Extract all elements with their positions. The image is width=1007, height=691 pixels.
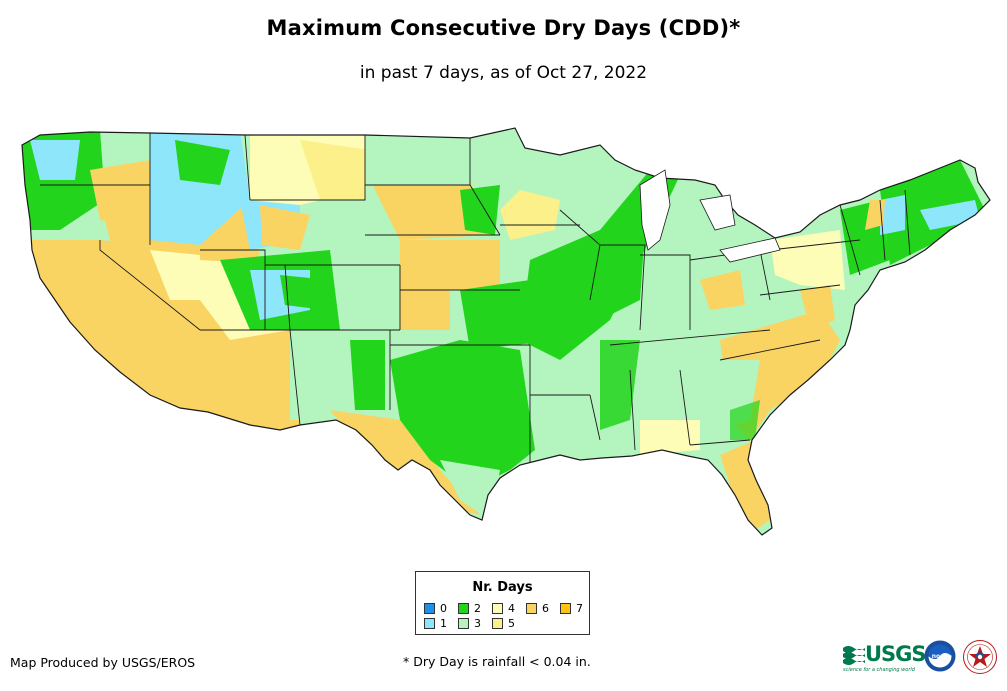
- dry-day-footnote: * Dry Day is rainfall < 0.04 in.: [403, 654, 591, 669]
- legend-swatch: [526, 603, 537, 614]
- usgs-logo-text: USGS: [865, 642, 927, 666]
- legend-swatch: [424, 618, 435, 629]
- legend-label: 1: [440, 617, 447, 630]
- map-credit: Map Produced by USGS/EROS: [10, 655, 196, 670]
- legend-label: 6: [542, 602, 549, 615]
- legend-swatch: [458, 603, 469, 614]
- legend-item: 7: [560, 602, 583, 615]
- usgs-logo: USGS science for a changing world: [843, 641, 927, 673]
- legend-label: 4: [508, 602, 515, 615]
- map-subtitle: in past 7 days, as of Oct 27, 2022: [359, 63, 648, 83]
- legend-item: 5: [492, 617, 515, 630]
- legend-swatch: [560, 603, 571, 614]
- usgs-wave-icon: [843, 643, 865, 665]
- legend-item: 4: [492, 602, 515, 615]
- legend-label: 5: [508, 617, 515, 630]
- map-legend: Nr. Days 0 1 2 3 4 5 6: [415, 571, 590, 635]
- legend-label: 3: [474, 617, 481, 630]
- legend-item: 0: [424, 602, 447, 615]
- legend-item: 1: [424, 617, 447, 630]
- legend-item: 6: [526, 602, 549, 615]
- legend-item: 2: [458, 602, 481, 615]
- legend-swatch: [424, 603, 435, 614]
- legend-label: 2: [474, 602, 481, 615]
- nws-logo: [963, 640, 997, 674]
- legend-swatch: [492, 618, 503, 629]
- legend-label: 7: [576, 602, 583, 615]
- map-title: Maximum Consecutive Dry Days (CDD)*: [266, 16, 741, 40]
- noaa-logo: noaa: [924, 640, 956, 672]
- legend-swatch: [492, 603, 503, 614]
- svg-text:noaa: noaa: [932, 653, 949, 660]
- usgs-tagline: science for a changing world: [843, 667, 915, 673]
- legend-title: Nr. Days: [472, 580, 533, 595]
- legend-item: 3: [458, 617, 481, 630]
- legend-label: 0: [440, 602, 447, 615]
- legend-swatch: [458, 618, 469, 629]
- us-dry-days-map: [21, 127, 991, 536]
